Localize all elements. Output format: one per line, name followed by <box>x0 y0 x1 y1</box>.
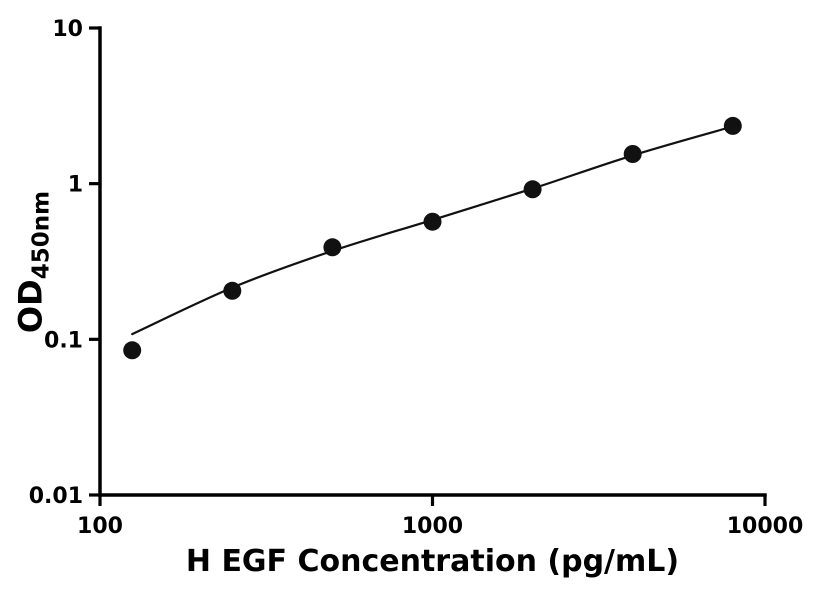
y-axis-title-subscript: 450nm <box>28 190 55 280</box>
data-point <box>623 145 642 163</box>
y-axis-title-main: OD <box>11 279 50 334</box>
data-point <box>123 341 142 360</box>
data-point <box>723 116 742 135</box>
x-tick-label: 100 <box>77 514 123 539</box>
y-tick-label: 0.01 <box>29 484 83 509</box>
y-tick-label: 0.1 <box>44 328 83 353</box>
data-point <box>223 281 242 300</box>
x-tick-label: 10000 <box>727 514 804 539</box>
x-tick-label: 1000 <box>402 514 463 539</box>
axis-spines <box>98 26 767 497</box>
y-tick-label: 1 <box>68 173 83 198</box>
y-axis-title: OD450nm <box>12 191 55 333</box>
data-point <box>523 180 542 199</box>
x-axis-title: H EGF Concentration (pg/mL) <box>185 544 680 579</box>
y-tick-label: 10 <box>52 17 83 42</box>
data-point <box>423 212 442 231</box>
data-point <box>323 238 342 257</box>
